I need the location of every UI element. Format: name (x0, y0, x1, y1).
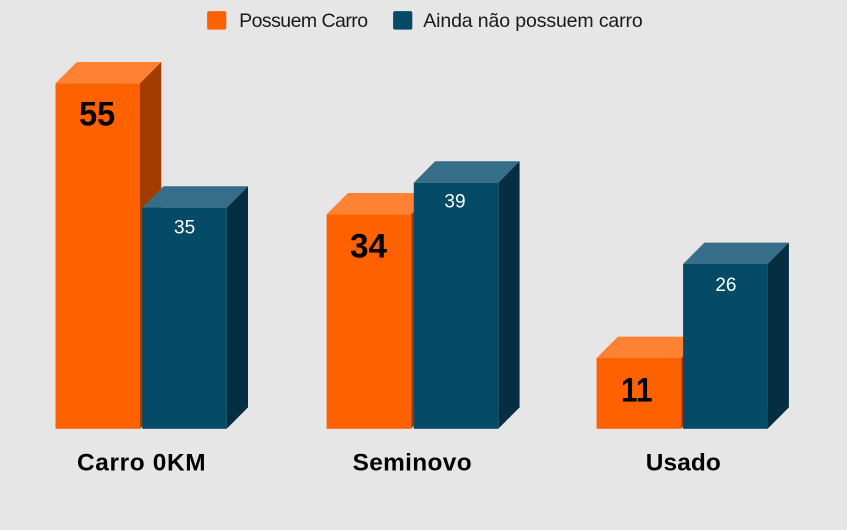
svg-text:11: 11 (621, 371, 653, 409)
svg-text:Usado: Usado (646, 450, 721, 477)
svg-text:Carro 0KM: Carro 0KM (77, 450, 206, 477)
svg-text:55: 55 (79, 95, 115, 133)
svg-text:39: 39 (444, 192, 465, 213)
svg-text:35: 35 (174, 218, 195, 239)
svg-text:Seminovo: Seminovo (353, 450, 472, 477)
svg-text:Ainda não possuem carro: Ainda não possuem carro (423, 10, 643, 32)
svg-text:26: 26 (715, 275, 736, 296)
svg-text:34: 34 (350, 227, 387, 265)
svg-text:Possuem Carro: Possuem Carro (239, 10, 368, 32)
